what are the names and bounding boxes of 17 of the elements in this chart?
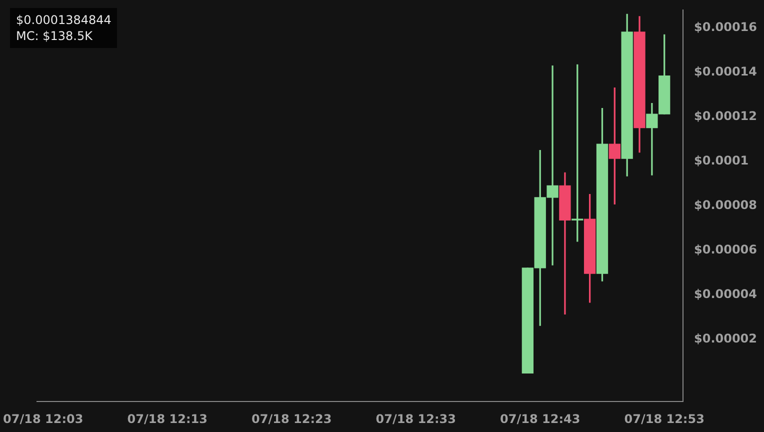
x-tick-label: 07/18 12:53: [624, 412, 704, 426]
y-tick-label: $0.00014: [694, 64, 758, 79]
x-tick-label: 07/18 12:33: [376, 412, 456, 426]
x-tick-label: 07/18 12:23: [252, 412, 332, 426]
annotation: MC: $138.5K: [16, 28, 94, 44]
y-tick-label: $0.00012: [694, 109, 758, 124]
x-tick-label: 07/18 12:03: [3, 412, 84, 426]
candlestick: [559, 172, 571, 315]
x-tick-label: 07/18 12:43: [500, 412, 580, 426]
annotation: $0.0001384844: [16, 12, 112, 28]
y-tick-label: $0.00004: [694, 286, 758, 301]
y-tick-label: $0.00016: [694, 20, 758, 34]
y-tick-label: $0.00006: [694, 242, 758, 256]
y-tick-label: $0.00002: [694, 331, 758, 346]
y-tick-label: $0.00008: [694, 198, 758, 212]
x-tick-label: 07/18 12:13: [127, 412, 208, 426]
y-tick-label: $0.0001: [694, 154, 749, 168]
